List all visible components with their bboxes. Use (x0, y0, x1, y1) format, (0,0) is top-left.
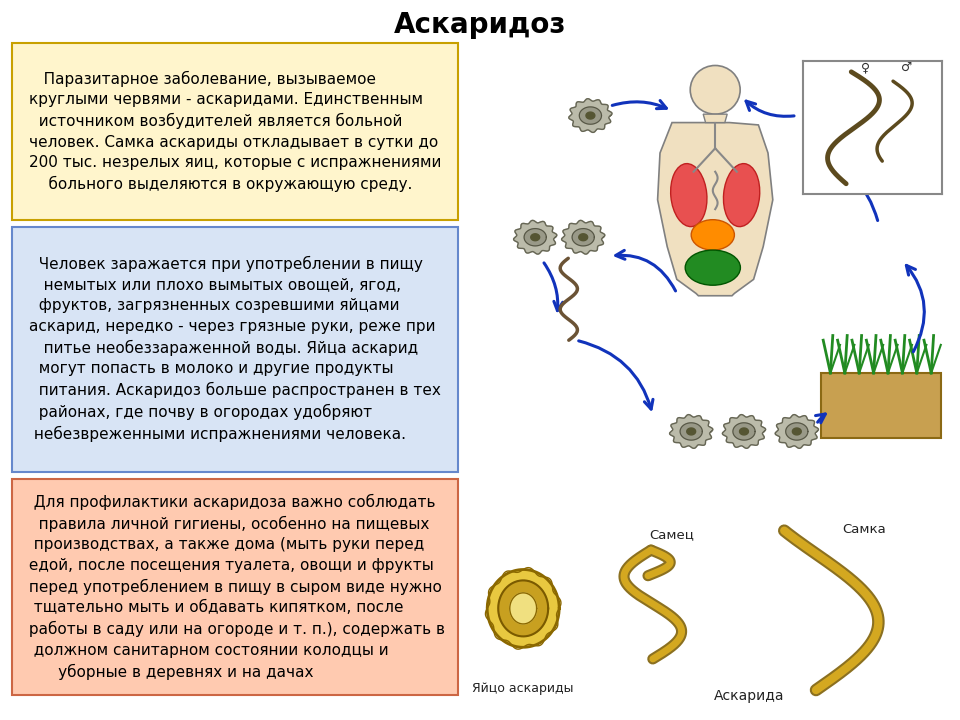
Polygon shape (686, 428, 696, 435)
Text: Человек заражается при употреблении в пищу
   немытых или плохо вымытых овощей, : Человек заражается при употреблении в пи… (29, 256, 441, 442)
Polygon shape (703, 114, 728, 122)
Text: Паразитарное заболевание, вызываемое
круглыми червями - аскаридами. Единственным: Паразитарное заболевание, вызываемое кру… (29, 71, 441, 192)
Ellipse shape (685, 250, 740, 285)
Polygon shape (524, 228, 546, 246)
Ellipse shape (724, 163, 759, 227)
Text: ♂: ♂ (901, 61, 913, 74)
Polygon shape (732, 423, 756, 440)
Polygon shape (680, 423, 703, 440)
Polygon shape (531, 234, 540, 240)
Polygon shape (572, 228, 594, 246)
Polygon shape (792, 428, 802, 435)
Polygon shape (586, 112, 595, 119)
Polygon shape (569, 99, 612, 132)
Polygon shape (670, 415, 712, 449)
Polygon shape (579, 234, 588, 240)
Polygon shape (739, 428, 749, 435)
Polygon shape (514, 220, 557, 254)
Ellipse shape (691, 220, 734, 250)
Text: Аскарида: Аскарида (713, 689, 784, 703)
Polygon shape (785, 423, 808, 440)
Text: Для профилактики аскаридоза важно соблюдать
   правила личной гигиены, особенно : Для профилактики аскаридоза важно соблюд… (24, 494, 445, 680)
FancyBboxPatch shape (12, 227, 458, 472)
Text: Яйцо аскариды: Яйцо аскариды (472, 682, 574, 695)
Circle shape (690, 66, 740, 114)
Polygon shape (723, 415, 765, 449)
Polygon shape (658, 122, 773, 296)
Polygon shape (562, 220, 605, 254)
Polygon shape (579, 107, 602, 125)
Polygon shape (510, 593, 537, 624)
FancyBboxPatch shape (12, 43, 458, 220)
Text: Самка: Самка (842, 523, 886, 536)
Polygon shape (488, 570, 559, 647)
Polygon shape (821, 373, 941, 438)
Text: Аскаридоз: Аскаридоз (394, 12, 566, 39)
Ellipse shape (671, 163, 707, 227)
Polygon shape (498, 580, 548, 636)
Text: ♀: ♀ (860, 61, 870, 74)
Polygon shape (776, 415, 818, 449)
Text: Самец: Самец (650, 528, 694, 541)
FancyBboxPatch shape (12, 479, 458, 695)
